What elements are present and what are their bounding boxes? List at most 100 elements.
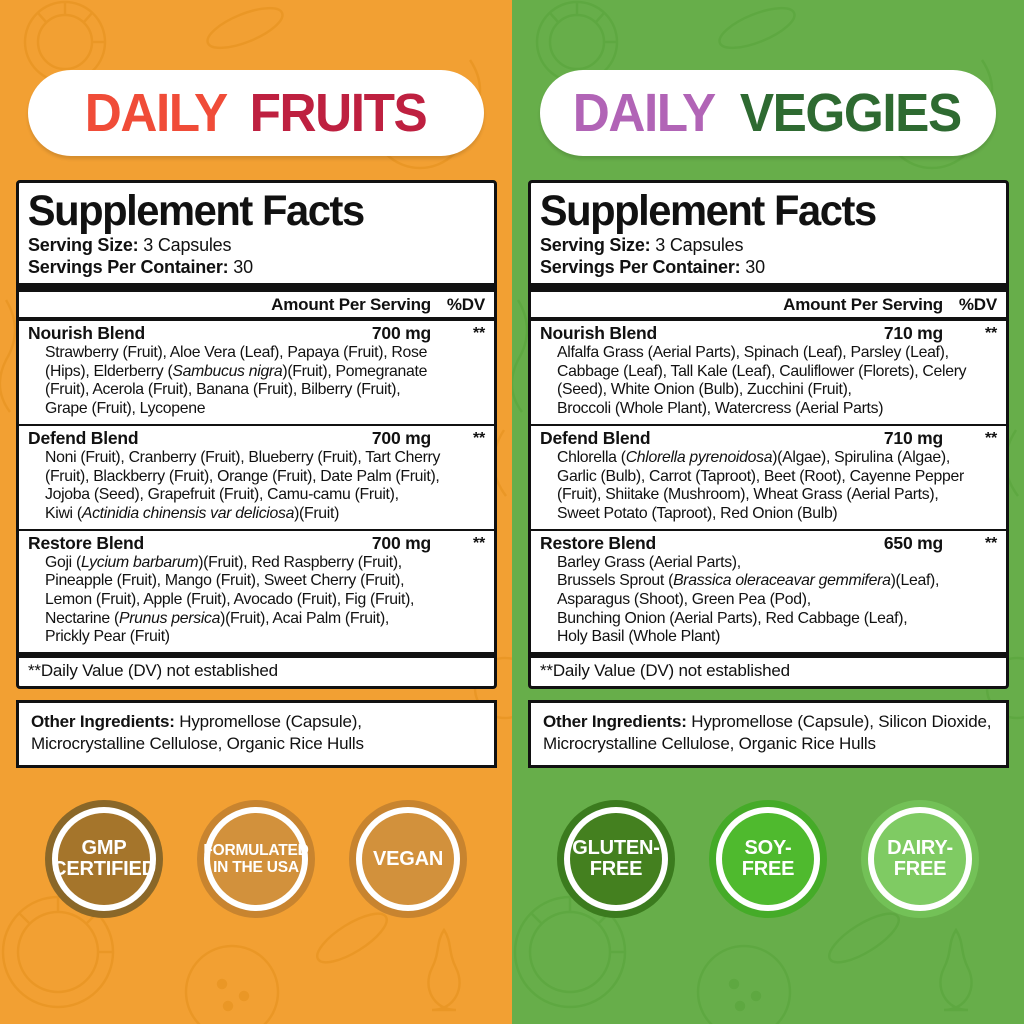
divider-medium	[19, 317, 494, 321]
serving-label: Servings Per Container:	[540, 256, 741, 277]
product-label-column: DAILY FRUITS Supplement Facts Serving Si…	[0, 0, 512, 1024]
certification-badge: DAIRY- FREE	[861, 800, 979, 918]
blend-amount: 710 mg	[883, 323, 943, 343]
product-label-column: DAILY VEGGIES Supplement Facts Serving S…	[512, 0, 1024, 1024]
ingredient-text: Strawberry (Fruit), Aloe Vera (Leaf), Pa…	[45, 344, 428, 380]
badge-label-line: GLUTEN-	[572, 837, 660, 859]
supplement-facts-title: Supplement Facts	[539, 187, 877, 235]
botanical-name: Prunus persica	[118, 609, 221, 627]
ingredient-text: Goji (	[45, 553, 81, 571]
other-ingredients-text: Hypromellose (Capsule), Silicon Dioxide,…	[543, 712, 992, 753]
botanical-name: Sambucus nigra	[172, 362, 283, 380]
blend-dv: **	[472, 534, 485, 552]
product-banner: DAILY VEGGIES	[540, 70, 996, 156]
blend-ingredients: Barley Grass (Aerial Parts), Brussels Sp…	[540, 554, 997, 648]
blend-ingredients: Chlorella (Chlorella pyrenoidosa)(Algae)…	[540, 449, 997, 524]
serving-label: Serving Size:	[28, 235, 139, 255]
serving-value: 3 Capsules	[138, 235, 232, 255]
ingredient-text: Barley Grass (Aerial Parts), Brussels Sp…	[557, 553, 741, 590]
dv-footnote: **Daily Value (DV) not established	[540, 661, 790, 681]
blend-row: Nourish Blend 710 mg ** Alfalfa Grass (Aeri…	[531, 321, 1006, 424]
serving-label: Serving Size:	[540, 235, 651, 255]
blend-header: Restore Blend 700 mg **	[28, 533, 485, 554]
ingredient-text: Alfalfa Grass (Aerial Parts), Spinach (L…	[557, 344, 967, 418]
blend-header: Restore Blend 650 mg **	[540, 533, 997, 554]
badge-white-ring: GLUTEN- FREE	[564, 807, 668, 911]
badge-white-ring: VEGAN	[356, 807, 460, 911]
ingredient-text: Chlorella (	[557, 448, 626, 466]
blend-dv: **	[984, 534, 997, 552]
serving-value: 30	[228, 256, 253, 277]
botanical-name: Actinidia chinensis var deliciosa	[81, 504, 295, 522]
banner-word-secondary: FRUITS	[249, 83, 428, 143]
product-banner: DAILY FRUITS	[28, 70, 484, 156]
badge-label-line: VEGAN	[372, 847, 444, 870]
blend-amount: 710 mg	[883, 427, 943, 448]
other-ingredients-label: Other Ingredients:	[31, 712, 175, 731]
amount-header-row: Amount Per Serving %DV	[531, 292, 1006, 317]
dv-header: %DV	[446, 295, 485, 314]
blend-header: Nourish Blend 710 mg **	[540, 323, 997, 344]
blend-name: Restore Blend	[540, 532, 657, 553]
divider-medium	[531, 317, 1006, 321]
botanical-name: Chlorella pyrenoidosa	[625, 448, 773, 466]
badge-label: GMP CERTIFIED	[52, 813, 156, 905]
blend-amount: 700 mg	[371, 323, 431, 343]
blend-name: Nourish Blend	[540, 323, 657, 343]
other-ingredients-box: Other Ingredients: Hypromellose (Capsule…	[528, 700, 1009, 768]
blend-ingredients: Goji (Lycium barbarum)(Fruit), Red Raspb…	[28, 554, 485, 648]
blend-row: Defend Blend 710 mg ** Chlorella (Chlorella…	[531, 423, 1006, 529]
botanical-name: Lycium barbarum	[80, 553, 199, 571]
serving-value: 30	[740, 256, 765, 277]
badge-label: SOY- FREE	[722, 813, 814, 905]
badge-label: DAIRY- FREE	[874, 813, 966, 905]
badge-label-line: FREE	[893, 858, 947, 880]
badge-white-ring: DAIRY- FREE	[868, 807, 972, 911]
other-ingredients-label: Other Ingredients:	[543, 712, 687, 731]
amount-header-row: Amount Per Serving %DV	[19, 292, 494, 317]
supplement-facts-panel: Supplement Facts Serving Size: 3 Capsule…	[16, 180, 497, 690]
blend-dv: **	[984, 325, 997, 342]
blend-ingredients: Alfalfa Grass (Aerial Parts), Spinach (L…	[540, 344, 997, 419]
certification-badge: GLUTEN- FREE	[557, 800, 675, 918]
badge-label-line: FORMULATED	[203, 842, 309, 859]
certification-badge: VEGAN	[349, 800, 467, 918]
blend-list: Nourish Blend 700 mg ** Strawberry (Fruit),…	[19, 321, 494, 652]
blend-row: Restore Blend 700 mg ** Goji (Lycium barbar…	[19, 528, 494, 653]
certification-badge: GMP CERTIFIED	[45, 800, 163, 918]
serving-row: Serving Size: 3 Capsules	[19, 235, 494, 257]
blend-name: Nourish Blend	[28, 323, 145, 343]
banner-word-secondary: VEGGIES	[739, 83, 962, 143]
badge-label-line: IN THE USA	[213, 859, 299, 876]
blend-ingredients: Noni (Fruit), Cranberry (Fruit), Blueber…	[28, 449, 485, 524]
certification-badge: FORMULATED IN THE USA	[197, 800, 315, 918]
ingredient-text: )(Leaf), Asparagus (Shoot), Green Pea (P…	[557, 572, 940, 646]
serving-row: Servings Per Container: 30	[19, 257, 494, 279]
blend-header: Nourish Blend 700 mg **	[28, 323, 485, 344]
badge-label-line: DAIRY-	[887, 837, 953, 859]
blend-ingredients: Strawberry (Fruit), Aloe Vera (Leaf), Pa…	[28, 344, 485, 419]
amount-per-serving-header: Amount Per Serving	[783, 295, 943, 314]
ingredient-text: Noni (Fruit), Cranberry (Fruit), Blueber…	[45, 448, 441, 522]
badge-white-ring: GMP CERTIFIED	[52, 807, 156, 911]
badge-label-line: CERTIFIED	[52, 858, 156, 880]
serving-info: Serving Size: 3 Capsules Servings Per Con…	[19, 235, 494, 278]
divider-thick	[19, 283, 494, 292]
blend-header: Defend Blend 700 mg **	[28, 428, 485, 449]
blend-amount: 650 mg	[883, 532, 943, 553]
badge-row: GMP CERTIFIED FORMULATED IN THE USA VEGAN	[45, 800, 467, 918]
blend-dv: **	[984, 429, 997, 447]
serving-value: 3 Capsules	[650, 235, 744, 255]
supplement-facts-panel: Supplement Facts Serving Size: 3 Capsule…	[528, 180, 1009, 690]
dv-header: %DV	[958, 295, 997, 314]
ingredient-text: )(Fruit), Acai Palm (Fruit), Prickly Pea…	[45, 609, 390, 646]
divider-footnote	[19, 652, 494, 659]
serving-row: Servings Per Container: 30	[531, 257, 1006, 279]
other-ingredients-box: Other Ingredients: Hypromellose (Capsule…	[16, 700, 497, 768]
blend-row: Restore Blend 650 mg ** Barley Grass (Aeria…	[531, 528, 1006, 653]
ingredient-text: )(Algae), Spirulina (Algae), Garlic (Bul…	[557, 448, 964, 522]
blend-name: Defend Blend	[28, 427, 139, 448]
divider-thick	[531, 283, 1006, 292]
badge-label-line: FREE	[741, 858, 795, 880]
botanical-name: Brassica oleraceavar gemmifera	[673, 572, 891, 590]
